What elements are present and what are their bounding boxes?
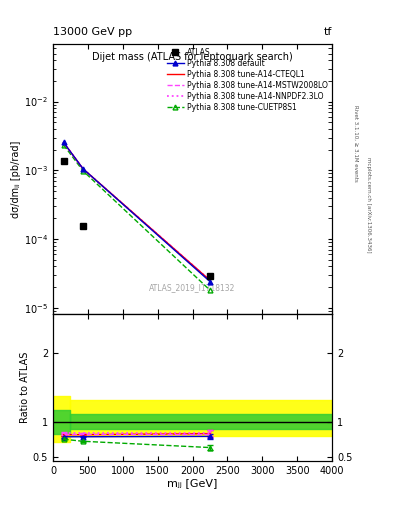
ATLAS <box>61 158 66 164</box>
Line: Pythia 8.308 tune-A14-CTEQL1: Pythia 8.308 tune-A14-CTEQL1 <box>64 142 210 281</box>
Pythia 8.308 tune-A14-MSTW2008LO <box>208 278 212 284</box>
Pythia 8.308 tune-A14-CTEQL1 <box>208 278 212 284</box>
Pythia 8.308 tune-A14-NNPDF2.3LO <box>61 139 66 145</box>
Text: ATLAS_2019_I1718132: ATLAS_2019_I1718132 <box>149 283 236 292</box>
Pythia 8.308 tune-A14-CTEQL1 <box>81 166 85 172</box>
Y-axis label: dσ/dmⱼⱼ [pb/rad]: dσ/dmⱼⱼ [pb/rad] <box>11 140 21 218</box>
Pythia 8.308 tune-CUETP8S1 <box>61 142 66 148</box>
X-axis label: mⱼⱼ [GeV]: mⱼⱼ [GeV] <box>167 478 218 488</box>
Pythia 8.308 tune-A14-NNPDF2.3LO <box>208 278 212 284</box>
Text: Dijet mass (ATLAS for leptoquark search): Dijet mass (ATLAS for leptoquark search) <box>92 52 293 61</box>
Text: Rivet 3.1.10, ≥ 3.1M events: Rivet 3.1.10, ≥ 3.1M events <box>354 105 359 182</box>
Text: tf: tf <box>324 27 332 37</box>
Line: Pythia 8.308 default: Pythia 8.308 default <box>61 140 213 284</box>
Pythia 8.308 tune-A14-MSTW2008LO <box>81 166 85 172</box>
ATLAS <box>208 273 212 279</box>
Pythia 8.308 default <box>208 279 212 285</box>
Y-axis label: Ratio to ATLAS: Ratio to ATLAS <box>20 352 30 423</box>
Pythia 8.308 tune-A14-CTEQL1 <box>61 139 66 145</box>
Line: ATLAS: ATLAS <box>61 158 213 279</box>
Pythia 8.308 default <box>61 139 66 145</box>
Pythia 8.308 tune-CUETP8S1 <box>208 287 212 293</box>
Pythia 8.308 tune-CUETP8S1 <box>81 168 85 174</box>
ATLAS <box>81 223 85 229</box>
Pythia 8.308 default <box>81 166 85 172</box>
Text: 13000 GeV pp: 13000 GeV pp <box>53 27 132 37</box>
Line: Pythia 8.308 tune-A14-MSTW2008LO: Pythia 8.308 tune-A14-MSTW2008LO <box>64 142 210 281</box>
Pythia 8.308 tune-A14-NNPDF2.3LO <box>81 166 85 172</box>
Legend: ATLAS, Pythia 8.308 default, Pythia 8.308 tune-A14-CTEQL1, Pythia 8.308 tune-A14: ATLAS, Pythia 8.308 default, Pythia 8.30… <box>165 46 330 114</box>
Line: Pythia 8.308 tune-A14-NNPDF2.3LO: Pythia 8.308 tune-A14-NNPDF2.3LO <box>64 142 210 281</box>
Line: Pythia 8.308 tune-CUETP8S1: Pythia 8.308 tune-CUETP8S1 <box>61 142 213 293</box>
Text: mcplots.cern.ch [arXiv:1306.3436]: mcplots.cern.ch [arXiv:1306.3436] <box>366 157 371 252</box>
Pythia 8.308 tune-A14-MSTW2008LO <box>61 139 66 145</box>
